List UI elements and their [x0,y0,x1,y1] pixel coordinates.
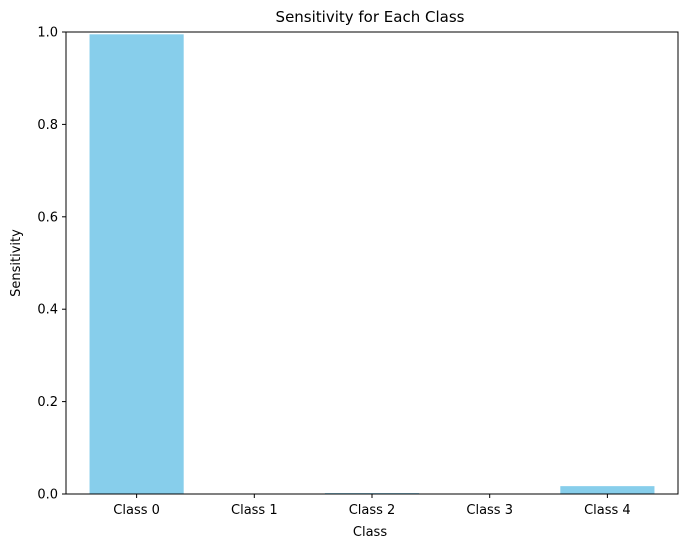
x-tick-label: Class 2 [349,503,396,518]
x-tick-label: Class 0 [113,503,160,518]
y-axis-label: Sensitivity [9,229,24,297]
y-tick-label: 0.6 [37,210,58,225]
chart-title: Sensitivity for Each Class [276,8,465,26]
bar-class-4 [560,486,655,494]
bar-class-0 [89,34,184,495]
bars-group [89,34,655,495]
y-tick-label: 0.8 [37,118,58,133]
y-tick-label: 0.0 [37,488,58,503]
plot-frame [65,31,679,495]
y-axis-ticks: 0.0 0.2 0.4 0.6 0.8 1.0 [37,26,66,503]
x-axis-ticks: Class 0 Class 1 Class 2 Class 3 Class 4 [113,494,631,518]
x-axis-label: Class [353,525,387,540]
x-tick-label: Class 4 [584,503,631,518]
y-tick-label: 0.2 [37,395,58,410]
x-tick-label: Class 1 [231,503,278,518]
y-tick-label: 1.0 [37,26,58,41]
y-tick-label: 0.4 [37,303,58,318]
x-tick-label: Class 3 [466,503,513,518]
